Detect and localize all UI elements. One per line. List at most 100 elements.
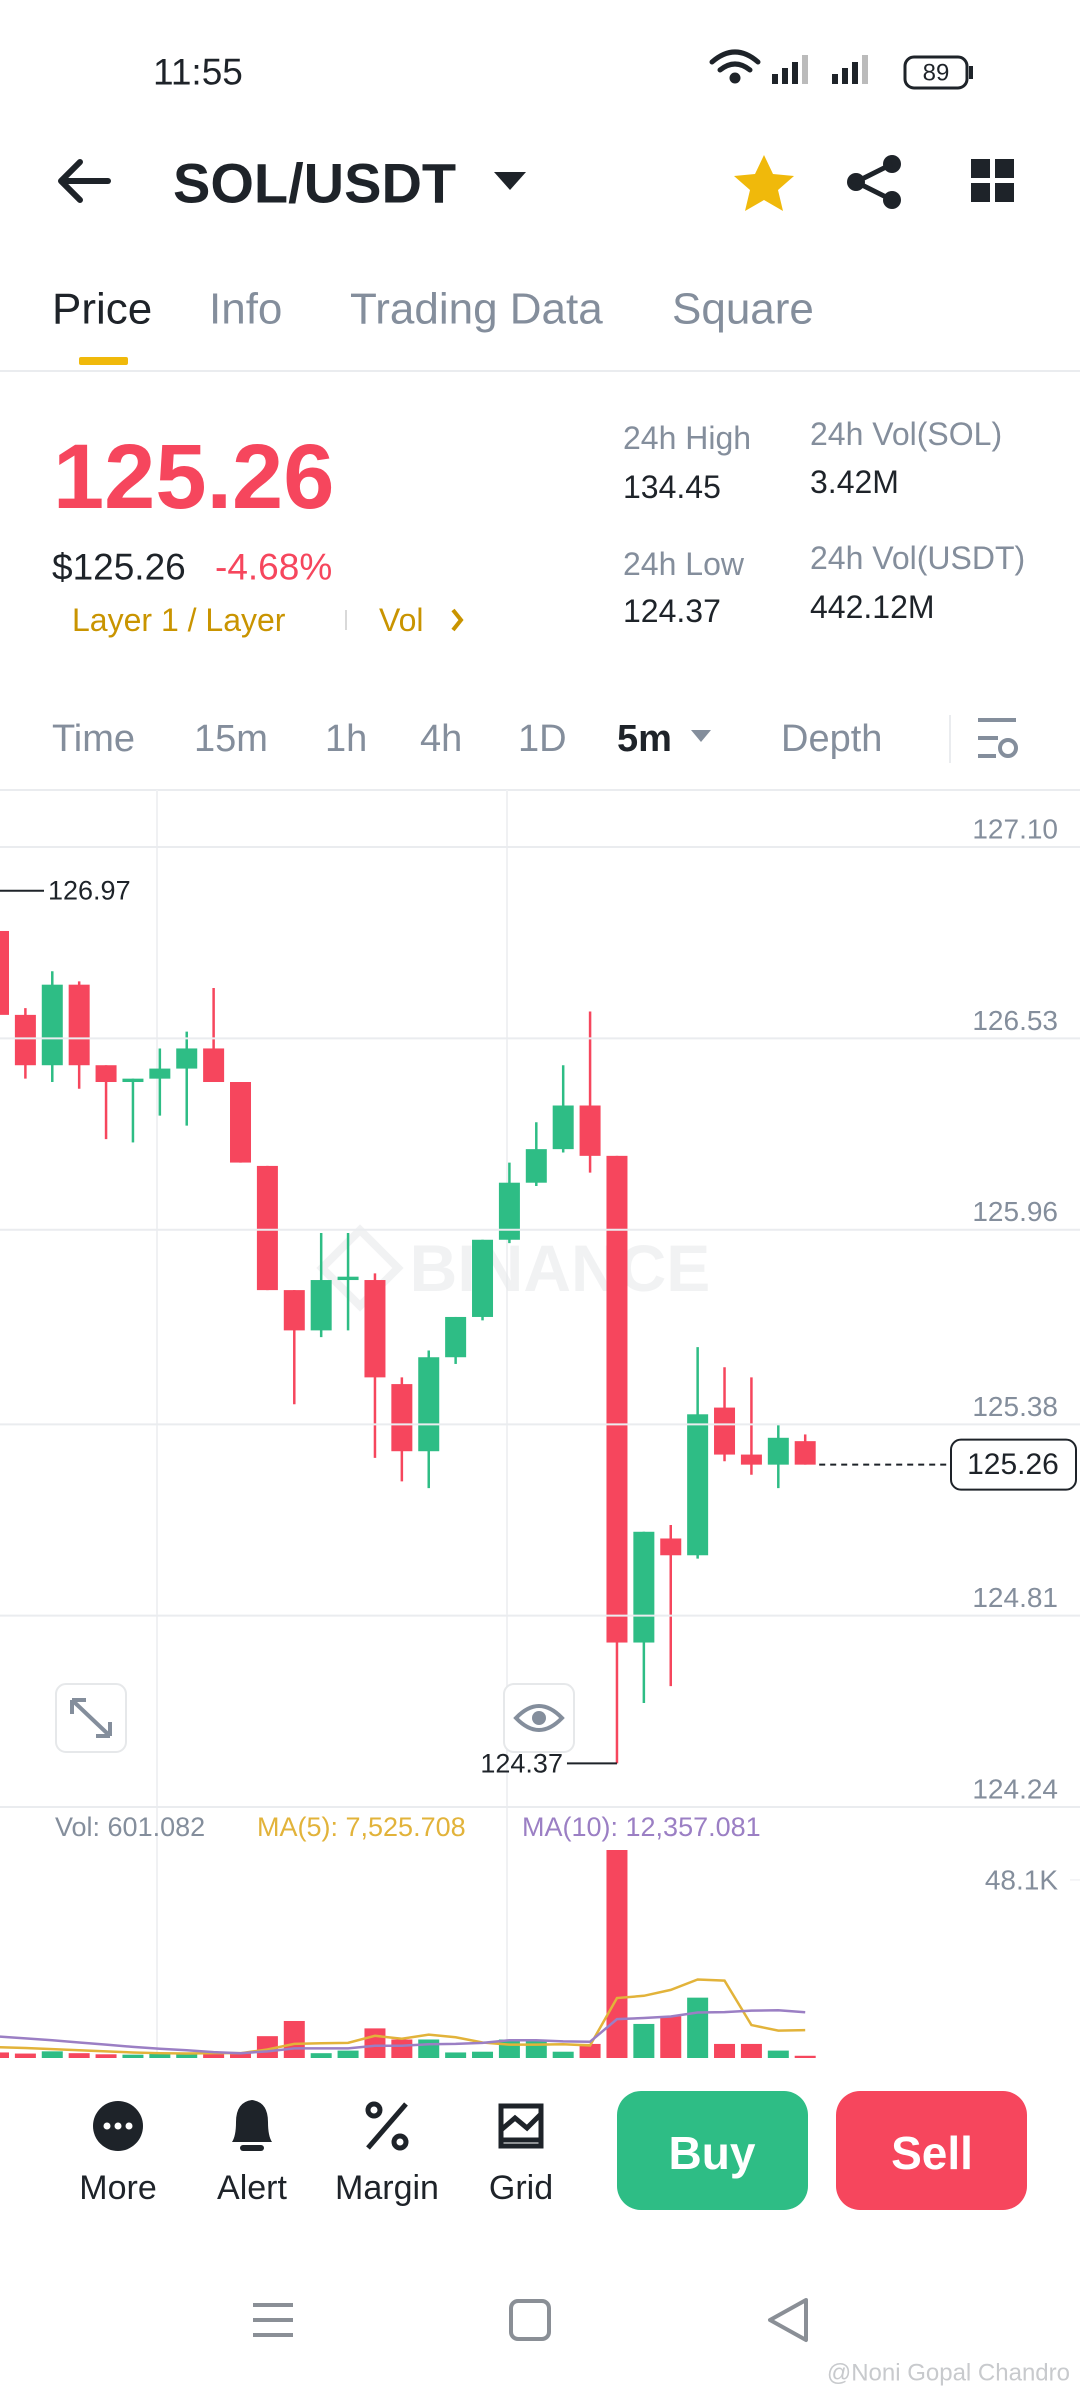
back-button[interactable] — [58, 159, 111, 203]
watermark: BINANCE — [316, 1224, 710, 1312]
pair-title[interactable]: SOL/USDT — [173, 152, 456, 215]
volume-layer — [0, 1850, 816, 2058]
volume-bar — [364, 2028, 386, 2058]
y-tick-label: 124.81 — [972, 1582, 1058, 1613]
grid-icon[interactable] — [498, 2103, 544, 2149]
stat-label: 24h Vol(USDT) — [810, 540, 1025, 576]
nav-back[interactable] — [768, 2298, 808, 2342]
pair-dropdown[interactable] — [494, 172, 526, 190]
candle-body — [203, 1048, 225, 1083]
candle-body — [14, 1014, 36, 1066]
candle-body — [0, 930, 9, 1015]
buy-label[interactable]: Buy — [669, 2127, 756, 2179]
sector-tag[interactable]: Layer 1 / Layer — [72, 602, 286, 638]
fullscreen-button[interactable] — [55, 1683, 127, 1753]
candle-body — [256, 1165, 278, 1291]
candle-body — [41, 984, 63, 1066]
volume-bar — [149, 2053, 171, 2058]
volume-bar — [310, 2053, 332, 2058]
volume-bar — [472, 2051, 494, 2058]
favorite-star[interactable] — [734, 155, 794, 211]
stat-value: 3.42M — [810, 464, 899, 500]
sell-label[interactable]: Sell — [891, 2127, 973, 2179]
candle-body — [230, 1082, 252, 1163]
last-price-label: 125.26 — [967, 1448, 1059, 1481]
volume-bar — [230, 2052, 252, 2058]
stat-value: 124.37 — [623, 593, 721, 629]
nav-home[interactable] — [509, 2299, 551, 2341]
candle-body — [364, 1280, 386, 1378]
y-tick-label: 126.53 — [972, 1005, 1058, 1036]
alert-icon[interactable] — [232, 2100, 272, 2151]
candle-body — [337, 1276, 359, 1281]
interval[interactable]: 15m — [194, 718, 268, 760]
candle-body — [794, 1441, 816, 1465]
tab[interactable]: Square — [672, 285, 814, 334]
candle-body — [740, 1454, 762, 1465]
volume-bar — [767, 2050, 789, 2058]
tab[interactable]: Price — [52, 285, 152, 334]
candle-body — [68, 984, 90, 1066]
volume-bar — [445, 2052, 467, 2058]
margin-icon[interactable] — [365, 2101, 409, 2151]
volume-bar — [337, 2050, 359, 2058]
volume-bar — [0, 2052, 9, 2058]
more-icon[interactable] — [93, 2101, 143, 2151]
buy-button[interactable] — [617, 2091, 808, 2210]
low-marker-label: 124.37 — [480, 1748, 563, 1778]
nav-menu[interactable] — [253, 2303, 293, 2337]
y-tick-label: 125.96 — [972, 1196, 1058, 1227]
interval-active[interactable]: 5m — [617, 718, 672, 760]
chevron — [451, 608, 464, 632]
volume-bar — [95, 2054, 117, 2058]
last-price: 125.26 — [53, 426, 334, 528]
tab[interactable]: Trading Data — [350, 285, 603, 334]
ma-line — [0, 1978, 806, 2055]
interval[interactable]: 1D — [518, 718, 567, 760]
interval[interactable]: 4h — [420, 718, 462, 760]
candle-body — [579, 1105, 601, 1156]
volume-bar — [525, 2039, 547, 2058]
volume-bar — [68, 2053, 90, 2058]
tab[interactable]: Info — [209, 285, 282, 334]
credit-watermark: @Noni Gopal Chandro — [827, 2360, 1070, 2387]
stat-value: 442.12M — [810, 589, 935, 625]
volume-bar — [14, 2053, 36, 2058]
volume-bar — [418, 2039, 440, 2058]
candle-body — [391, 1384, 413, 1452]
candle-body — [525, 1149, 547, 1183]
volume-bar — [687, 1997, 709, 2058]
volume-bar — [122, 2054, 144, 2058]
volume-legend: MA(10): 12,357.081 — [522, 1812, 761, 1842]
visibility-button[interactable] — [503, 1683, 575, 1753]
interval[interactable]: 1h — [325, 718, 367, 760]
candle-body — [633, 1531, 655, 1643]
share-button[interactable] — [847, 155, 901, 209]
candle-body — [767, 1437, 789, 1465]
toolbar-label[interactable]: Margin — [335, 2169, 439, 2207]
y-tick-label: 124.24 — [972, 1774, 1058, 1805]
toolbar-label[interactable]: More — [79, 2169, 156, 2207]
vol-link[interactable]: Vol — [379, 602, 423, 638]
volume-bar — [740, 2043, 762, 2058]
grid-button[interactable] — [971, 159, 1014, 202]
sell-button[interactable] — [836, 2091, 1027, 2210]
toolbar-label[interactable]: Alert — [217, 2169, 287, 2207]
candle-body — [687, 1414, 709, 1556]
volume-bar — [498, 2039, 520, 2058]
interval-dropdown[interactable] — [691, 730, 711, 742]
price-layer — [0, 930, 816, 1764]
chart-settings[interactable] — [978, 718, 1018, 758]
candle-body — [445, 1316, 467, 1358]
candle-body — [149, 1068, 171, 1079]
battery-tip — [969, 66, 973, 79]
candle-body — [95, 1065, 117, 1083]
volume-bar — [633, 2023, 655, 2058]
volume-bar — [203, 2052, 225, 2058]
toolbar-label[interactable]: Grid — [489, 2169, 553, 2207]
wifi-icon — [709, 49, 761, 84]
interval[interactable]: Depth — [781, 718, 882, 760]
interval[interactable]: Time — [52, 718, 135, 760]
